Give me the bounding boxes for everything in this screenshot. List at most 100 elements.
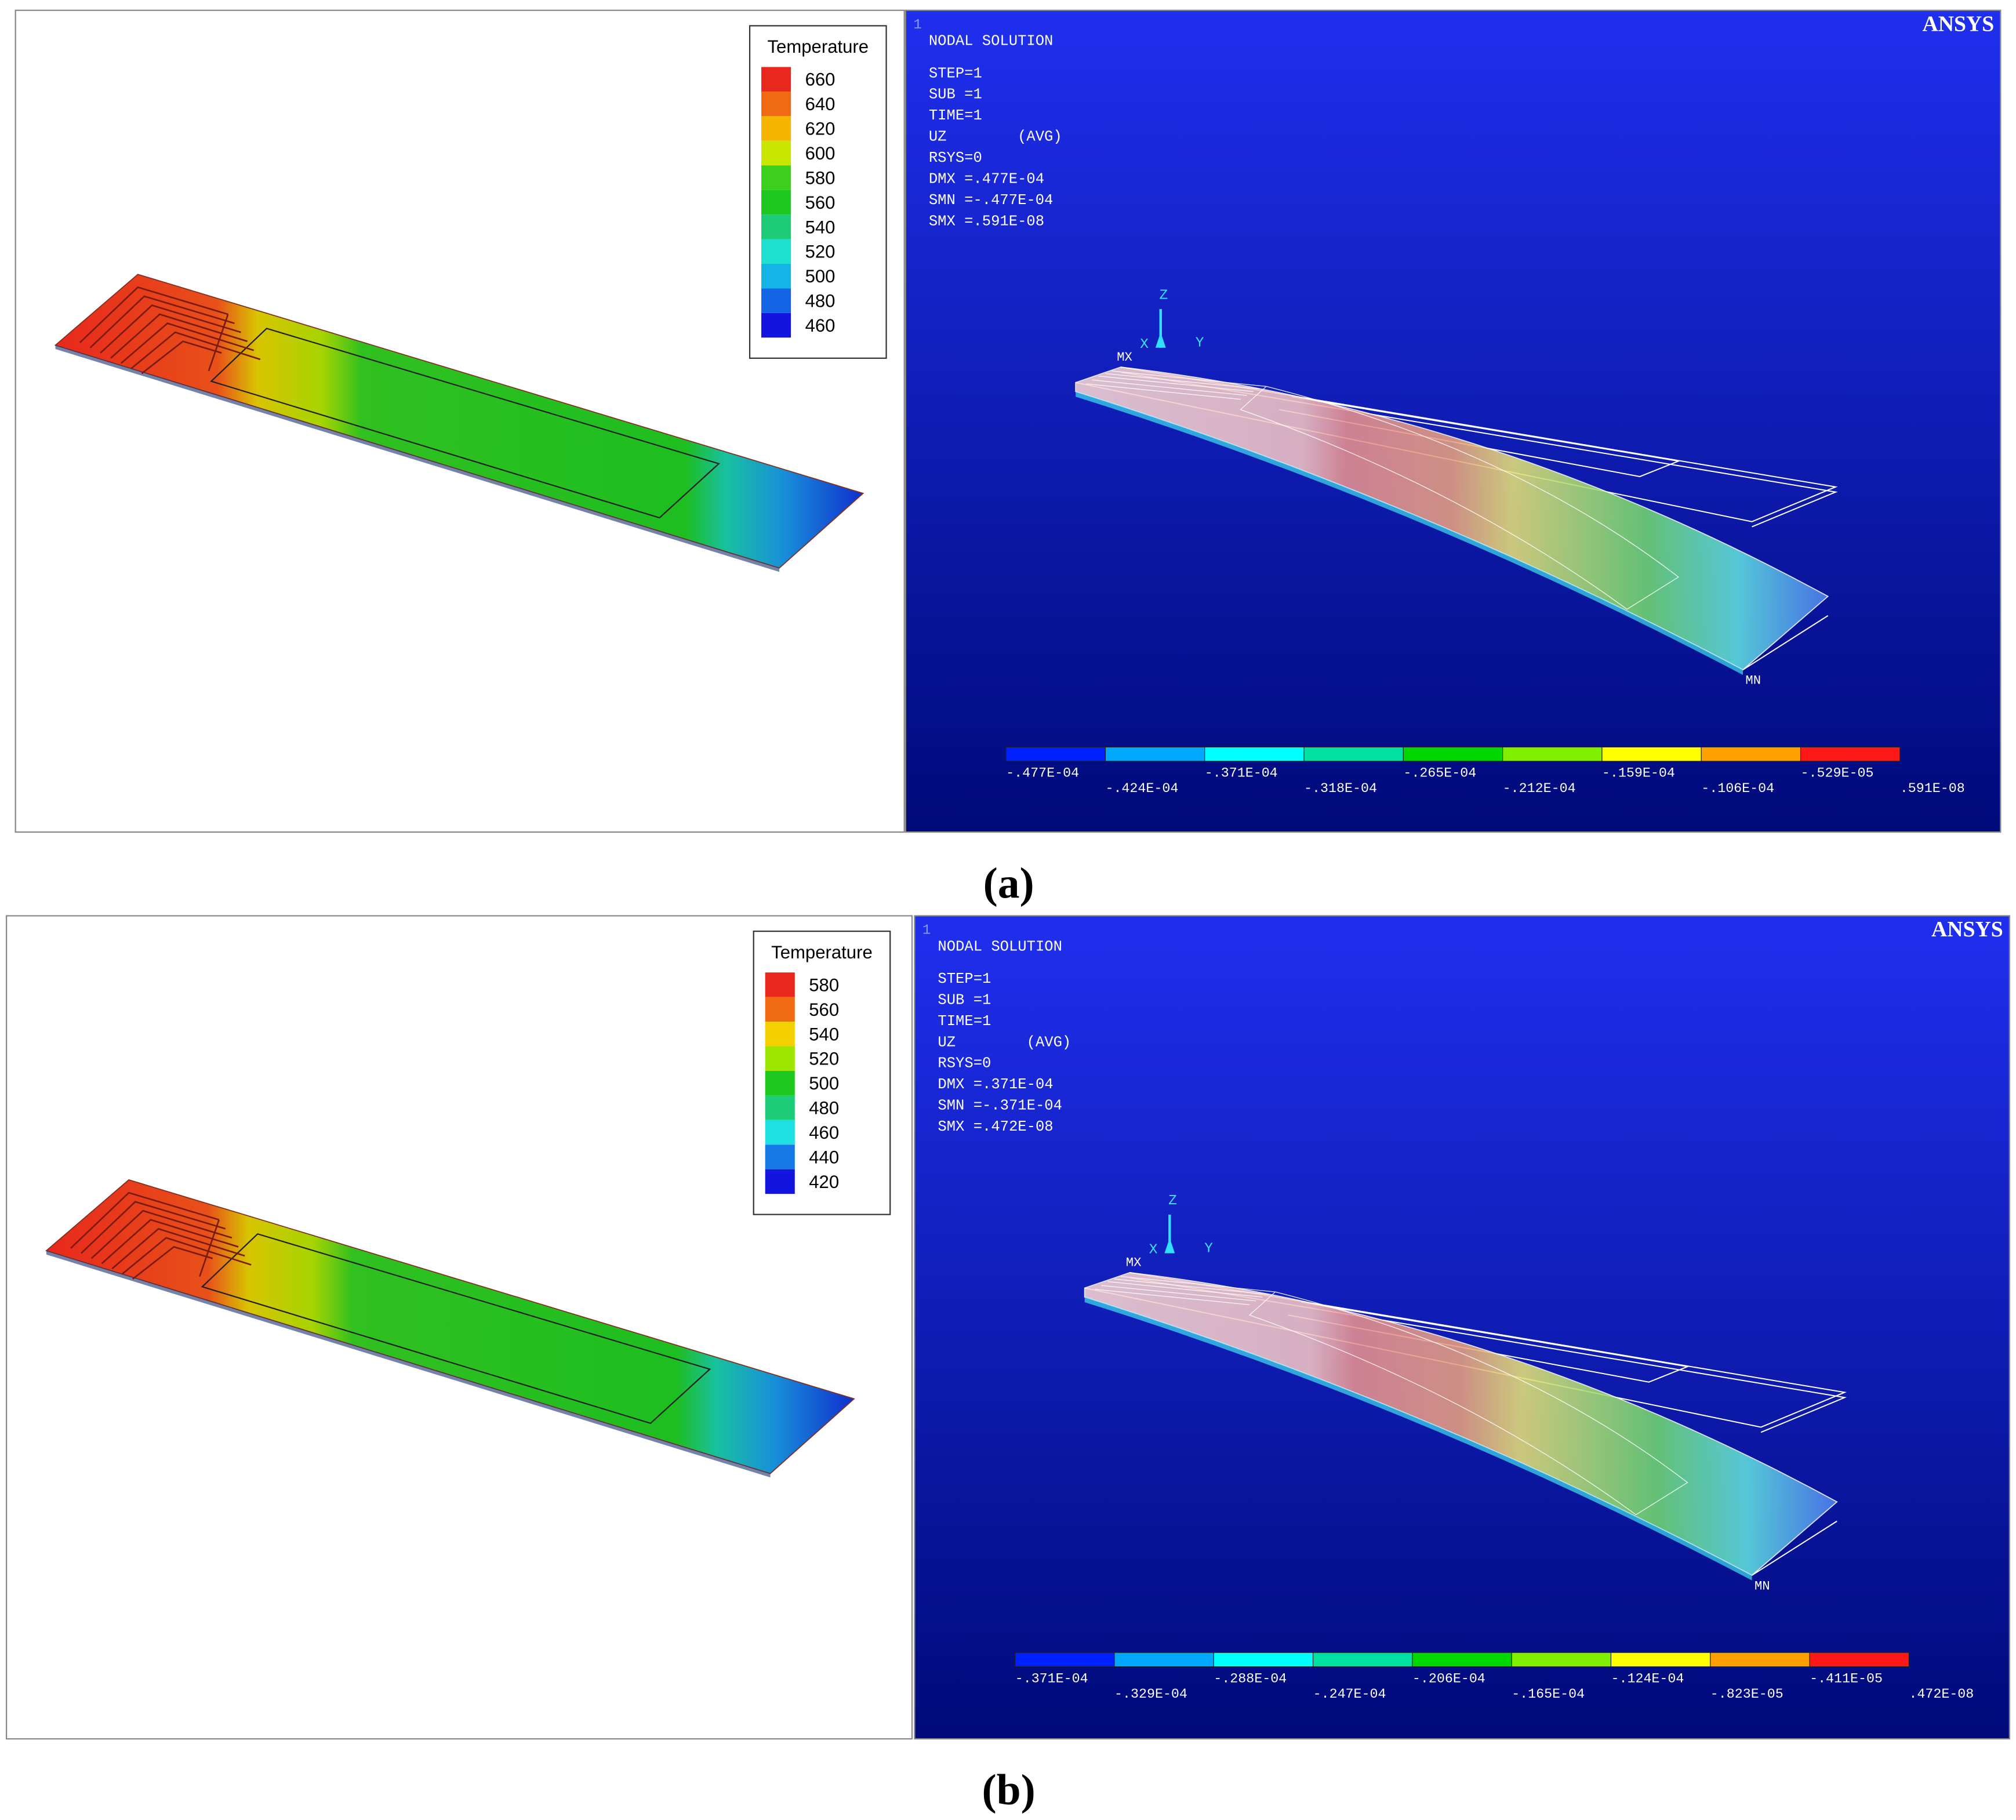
- solution-info: SUB =1: [929, 86, 982, 103]
- scale-label: -.212E-04: [1503, 782, 1576, 797]
- scale-label: -.165E-04: [1512, 1687, 1585, 1702]
- legend-swatch: [761, 190, 791, 215]
- solution-info: SMN =-.477E-04: [929, 192, 1054, 209]
- legend-swatch: [765, 1022, 795, 1047]
- solution-info: SMN =-.371E-04: [938, 1098, 1062, 1114]
- legend-level: 600: [805, 143, 836, 164]
- scale-segment: [1412, 1652, 1512, 1668]
- legend-swatch: [765, 1046, 795, 1071]
- scale-segment: [1303, 746, 1404, 762]
- legend-level: 560: [809, 1000, 839, 1020]
- solution-info: DMX =.371E-04: [938, 1076, 1053, 1093]
- scale-label: -.371E-04: [1205, 766, 1278, 782]
- legend-level: 660: [805, 70, 836, 90]
- scale-segment: [1511, 1652, 1612, 1668]
- scale-label: -.318E-04: [1304, 782, 1377, 797]
- window-number: 1: [922, 923, 931, 939]
- legend-level: 560: [805, 192, 836, 213]
- ansys-logo: ANSYS: [1931, 917, 2003, 942]
- solution-info: STEP=1: [929, 65, 982, 82]
- temperature-panel: Temperature 580 560 540 520 500 480 460 440 420: [5, 915, 913, 1740]
- deformation-panel: 1 ANSYS NODAL SOLUTION STEP=1 SUB =1 TIME=1 UZ…: [914, 915, 2011, 1740]
- scale-label: .472E-08: [1909, 1687, 1974, 1702]
- triad-axis: Z: [1160, 288, 1168, 303]
- legend-level: 540: [809, 1024, 839, 1044]
- legend-swatch: [765, 972, 795, 997]
- scale-label: -.265E-04: [1403, 766, 1476, 782]
- legend-swatch: [761, 140, 791, 166]
- legend-title: Temperature: [768, 37, 869, 57]
- scale-segment: [1005, 746, 1106, 762]
- solution-info: UZ (AVG): [938, 1034, 1071, 1051]
- solution-info: STEP=1: [938, 971, 991, 987]
- scale-segment: [1710, 1652, 1810, 1668]
- legend-level: 520: [809, 1049, 839, 1069]
- scale-label: -.424E-04: [1105, 782, 1178, 797]
- scale-segment: [1800, 746, 1901, 762]
- scale-label: -.288E-04: [1214, 1672, 1287, 1687]
- panel-label: (b): [982, 1766, 1035, 1814]
- triad-axis: Z: [1168, 1193, 1177, 1209]
- scale-label: -.411E-05: [1810, 1672, 1883, 1687]
- solution-info: UZ (AVG): [929, 129, 1062, 146]
- legend-title: Temperature: [771, 942, 873, 962]
- scale-label: -.247E-04: [1313, 1687, 1386, 1702]
- legend-swatch: [761, 165, 791, 190]
- legend-swatch: [761, 215, 791, 239]
- scale-segment: [1015, 1652, 1115, 1668]
- scale-segment: [1610, 1652, 1711, 1668]
- temperature-panel: Temperature 660 640 620 600 580 560 540 520 500 48…: [14, 9, 905, 833]
- legend-swatch: [761, 288, 791, 313]
- solution-info: SMX =.591E-08: [929, 213, 1044, 230]
- scale-segment: [1213, 1652, 1314, 1668]
- solution-info: SMX =.472E-08: [938, 1118, 1053, 1135]
- scale-segment: [1204, 746, 1305, 762]
- legend-swatch: [765, 1070, 795, 1096]
- panel-label: (a): [983, 859, 1034, 907]
- legend-level: 620: [805, 119, 836, 139]
- deformation-panel: 1 ANSYS NODAL SOLUTION STEP=1 SUB =1 TIME=1 UZ…: [905, 9, 2002, 833]
- scale-label: -.159E-04: [1602, 766, 1675, 782]
- scale-segment: [1114, 1652, 1214, 1668]
- legend-swatch: [761, 91, 791, 117]
- legend-level: 540: [805, 217, 836, 237]
- extreme-marker: MN: [1745, 674, 1761, 688]
- legend-swatch: [765, 997, 795, 1022]
- extreme-marker: MX: [1117, 350, 1132, 365]
- legend-swatch: [765, 1145, 795, 1169]
- legend-level: 500: [809, 1073, 839, 1094]
- scale-segment: [1403, 746, 1503, 762]
- solution-heading: NODAL SOLUTION: [938, 938, 1062, 955]
- scale-label: -.371E-04: [1015, 1672, 1088, 1687]
- window-number: 1: [913, 17, 922, 33]
- legend-level: 480: [809, 1098, 839, 1118]
- legend-level: 580: [809, 975, 839, 995]
- solution-info: SUB =1: [938, 991, 991, 1008]
- legend-swatch: [761, 313, 791, 338]
- solution-info: DMX =.477E-04: [929, 170, 1044, 187]
- legend-swatch: [761, 263, 791, 289]
- solution-info: TIME=1: [938, 1013, 991, 1030]
- scale-label: .591E-08: [1900, 782, 1965, 797]
- legend-swatch: [761, 116, 791, 141]
- legend-level: 420: [809, 1172, 839, 1192]
- ansys-viewport: [914, 915, 2011, 1740]
- scale-segment: [1105, 746, 1205, 762]
- scale-label: -.329E-04: [1114, 1687, 1187, 1702]
- legend-level: 640: [805, 94, 836, 114]
- triad-axis: Y: [1204, 1241, 1213, 1256]
- scale-label: -.206E-04: [1412, 1672, 1485, 1687]
- triad-axis: X: [1149, 1243, 1158, 1258]
- extreme-marker: MN: [1755, 1579, 1770, 1593]
- scale-label: -.529E-05: [1801, 766, 1874, 782]
- solution-info: RSYS=0: [929, 150, 982, 166]
- scale-segment: [1809, 1652, 1909, 1668]
- legend-swatch: [765, 1120, 795, 1145]
- legend-level: 520: [805, 242, 836, 262]
- legend-level: 480: [805, 291, 836, 311]
- legend-swatch: [765, 1095, 795, 1120]
- legend-swatch: [761, 239, 791, 264]
- solution-heading: NODAL SOLUTION: [929, 33, 1054, 50]
- scale-label: -.477E-04: [1006, 766, 1079, 782]
